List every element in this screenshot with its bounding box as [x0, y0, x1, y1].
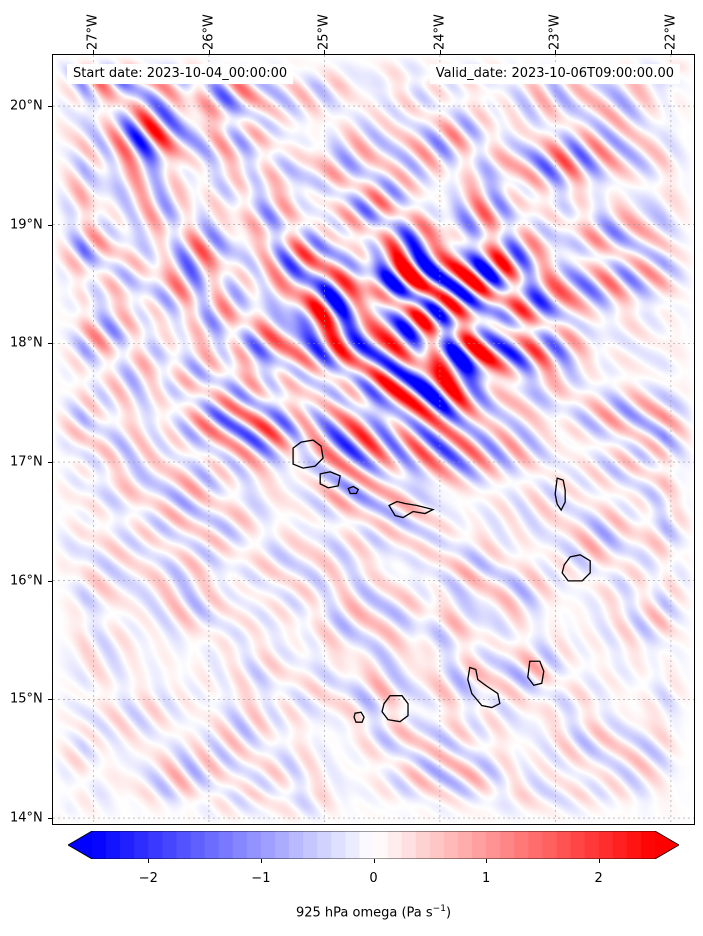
colorbar-segment — [612, 831, 628, 859]
colorbar-segment — [542, 831, 557, 859]
colorbar-segment — [317, 831, 332, 859]
colorbar-tick-label: −2 — [138, 871, 158, 886]
island-outline — [388, 500, 435, 519]
colorbar-segment — [289, 831, 304, 859]
colorbar-segment — [528, 831, 543, 859]
lat-tick — [48, 462, 52, 464]
lon-tick-label: 23°W — [547, 14, 563, 50]
colorbar-segment — [584, 831, 600, 859]
island-outline — [319, 471, 341, 489]
colorbar-segment — [148, 831, 163, 859]
island-outline — [561, 554, 591, 582]
colorbar-label-end: ) — [445, 905, 452, 921]
island-outline — [292, 439, 324, 469]
omega-field — [53, 55, 694, 824]
colorbar-segment — [415, 831, 431, 859]
lon-tick-label: 26°W — [201, 14, 217, 50]
island-outline — [554, 477, 566, 512]
colorbar-segment — [176, 831, 192, 859]
colorbar-extend-high — [655, 831, 679, 859]
lon-tick — [208, 50, 210, 54]
lat-tick-label: 16°N — [10, 573, 43, 589]
colorbar-segment — [429, 831, 445, 859]
colorbar-tick — [598, 859, 600, 863]
colorbar-extend-low — [68, 831, 92, 859]
lon-tick-label: 22°W — [663, 14, 679, 50]
colorbar-segment — [514, 831, 529, 859]
colorbar-segment — [331, 831, 346, 859]
colorbar-segment — [626, 831, 642, 859]
colorbar-segment — [260, 831, 276, 859]
colorbar-segment — [190, 831, 206, 859]
colorbar-label: 925 hPa omega (Pa s−1) — [0, 904, 703, 920]
lon-tick — [324, 50, 326, 54]
colorbar-segment — [134, 831, 149, 859]
lat-tick — [48, 699, 52, 701]
lat-tick — [48, 343, 52, 345]
lon-tick — [555, 50, 557, 54]
lon-tick-label: 27°W — [85, 14, 101, 50]
island-outline — [467, 666, 501, 709]
colorbar-label-main: 925 hPa omega (Pa s — [295, 905, 433, 921]
lon-tick — [93, 50, 95, 54]
lon-tick — [439, 50, 441, 54]
lon-tick-label: 25°W — [316, 14, 332, 50]
lat-tick-label: 19°N — [10, 217, 43, 233]
island-outline — [353, 711, 365, 723]
colorbar-tick — [260, 859, 262, 863]
colorbar-label-sup: −1 — [432, 904, 446, 914]
colorbar-segment — [120, 831, 135, 859]
lat-tick-label: 20°N — [10, 98, 43, 114]
colorbar-segment — [373, 831, 389, 859]
lon-tick — [670, 50, 672, 54]
colorbar-segment — [92, 831, 107, 859]
colorbar-segment — [345, 831, 360, 859]
colorbar-segment — [401, 831, 417, 859]
colorbar-segment — [106, 831, 121, 859]
colorbar-segment — [598, 831, 614, 859]
map-overlay — [53, 55, 694, 824]
colorbar-tick — [373, 859, 375, 863]
colorbar-segment — [387, 831, 403, 859]
colorbar-segment — [500, 831, 515, 859]
colorbar-segment — [570, 831, 586, 859]
colorbar-segment — [640, 831, 656, 859]
colorbar-segment — [457, 831, 473, 859]
colorbar-segment — [556, 831, 572, 859]
colorbar-tick-label: −1 — [251, 871, 271, 886]
island-outline — [381, 695, 409, 723]
map-frame: Start date: 2023-10-04_00:00:00 Valid_da… — [52, 54, 695, 825]
colorbar-tick-label: 1 — [481, 871, 491, 886]
island-outline — [527, 660, 545, 687]
colorbar-segment — [162, 831, 177, 859]
valid-date-label: Valid_date: 2023-10-06T09:00:00.00 — [429, 64, 680, 84]
colorbar-tick — [486, 859, 488, 863]
lat-tick — [48, 818, 52, 820]
start-date-label: Start date: 2023-10-04_00:00:00 — [67, 64, 294, 84]
colorbar-segment — [486, 831, 501, 859]
colorbar-segment — [246, 831, 262, 859]
colorbar-tick-label: 2 — [594, 871, 603, 886]
lat-tick — [48, 580, 52, 582]
colorbar-segment — [204, 831, 220, 859]
colorbar — [68, 831, 679, 859]
island-outline — [347, 485, 360, 495]
colorbar-segment — [232, 831, 248, 859]
colorbar-segment — [472, 831, 487, 859]
colorbar-segment — [303, 831, 318, 859]
colorbar-tick — [148, 859, 150, 863]
lon-tick-label: 24°W — [432, 14, 448, 50]
lat-tick-label: 17°N — [10, 454, 43, 470]
lat-tick-label: 18°N — [10, 335, 43, 351]
colorbar-segment — [359, 831, 374, 859]
lat-tick — [48, 106, 52, 108]
colorbar-segment — [274, 831, 290, 859]
lat-tick-label: 15°N — [10, 691, 43, 707]
colorbar-segment — [218, 831, 234, 859]
lat-tick-label: 14°N — [10, 810, 43, 826]
colorbar-tick-label: 0 — [369, 871, 378, 886]
colorbar-segment — [443, 831, 459, 859]
lat-tick — [48, 224, 52, 226]
